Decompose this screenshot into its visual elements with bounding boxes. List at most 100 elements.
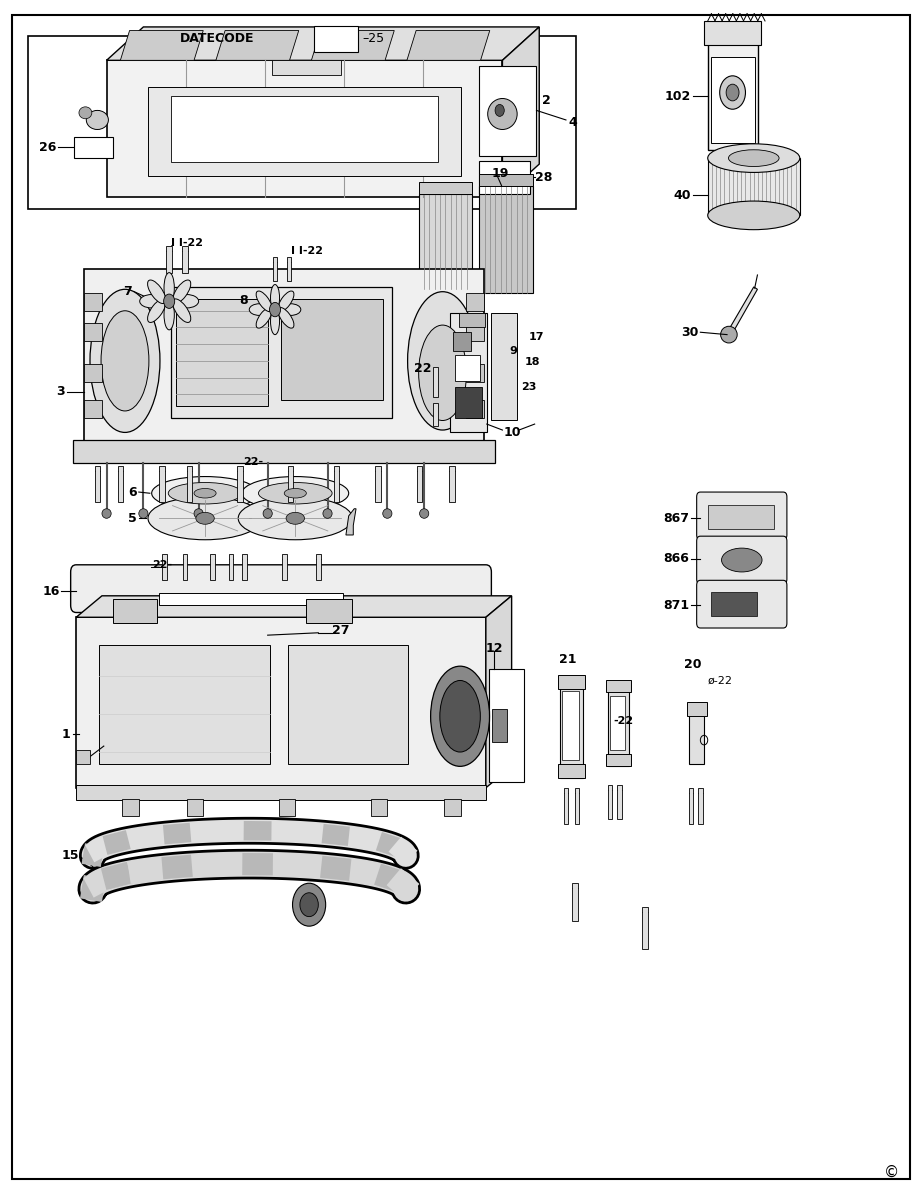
- Ellipse shape: [280, 303, 301, 315]
- Bar: [183, 554, 187, 580]
- Text: 8: 8: [239, 294, 247, 307]
- Ellipse shape: [140, 295, 163, 308]
- Bar: [419, 193, 472, 289]
- Bar: [450, 313, 487, 432]
- Ellipse shape: [90, 289, 160, 432]
- Ellipse shape: [164, 272, 174, 303]
- Bar: [419, 181, 472, 193]
- Bar: [610, 696, 625, 750]
- Bar: [455, 387, 482, 418]
- Bar: [334, 466, 339, 501]
- Bar: [444, 799, 461, 817]
- FancyBboxPatch shape: [697, 536, 786, 584]
- Ellipse shape: [270, 308, 279, 334]
- Bar: [162, 554, 167, 580]
- Text: 6: 6: [128, 486, 137, 499]
- Bar: [210, 554, 215, 580]
- Ellipse shape: [195, 512, 214, 524]
- Text: 4: 4: [569, 116, 577, 129]
- Ellipse shape: [269, 302, 280, 316]
- Ellipse shape: [263, 509, 272, 518]
- Bar: [278, 799, 295, 817]
- Text: 2: 2: [542, 94, 550, 107]
- Bar: [455, 355, 480, 381]
- Bar: [186, 466, 192, 501]
- Bar: [617, 786, 621, 819]
- Ellipse shape: [720, 76, 746, 109]
- Ellipse shape: [420, 509, 429, 518]
- Ellipse shape: [419, 325, 467, 420]
- Text: ©: ©: [884, 1164, 900, 1180]
- Bar: [282, 554, 287, 580]
- Text: 16: 16: [42, 585, 60, 597]
- Bar: [479, 160, 530, 193]
- Bar: [449, 466, 455, 501]
- Bar: [272, 61, 341, 75]
- Ellipse shape: [172, 298, 191, 322]
- Bar: [186, 799, 203, 817]
- Bar: [148, 86, 461, 176]
- Text: 27: 27: [332, 624, 349, 636]
- Text: I I-22: I I-22: [171, 238, 203, 248]
- Ellipse shape: [323, 509, 332, 518]
- Bar: [558, 764, 585, 778]
- Text: 3: 3: [56, 386, 65, 399]
- Bar: [609, 683, 629, 767]
- Bar: [466, 322, 484, 340]
- Text: 22: 22: [414, 362, 431, 375]
- Bar: [712, 592, 758, 616]
- Bar: [563, 788, 568, 824]
- Ellipse shape: [148, 281, 166, 303]
- Ellipse shape: [286, 512, 304, 524]
- Polygon shape: [107, 27, 539, 61]
- Bar: [107, 61, 502, 197]
- Bar: [492, 709, 507, 743]
- Ellipse shape: [300, 893, 318, 917]
- Text: –25: –25: [362, 32, 384, 45]
- Ellipse shape: [383, 509, 392, 518]
- Bar: [95, 466, 100, 501]
- Bar: [229, 554, 233, 580]
- Text: 102: 102: [665, 90, 692, 103]
- Bar: [288, 645, 408, 764]
- Text: 20: 20: [684, 658, 702, 671]
- Bar: [118, 466, 124, 501]
- Ellipse shape: [256, 291, 272, 312]
- Ellipse shape: [242, 476, 349, 510]
- Bar: [273, 257, 278, 281]
- Bar: [29, 37, 576, 209]
- Bar: [306, 599, 352, 623]
- Bar: [708, 158, 799, 215]
- Bar: [113, 599, 157, 623]
- Bar: [433, 402, 438, 426]
- Bar: [459, 313, 485, 327]
- Bar: [479, 67, 537, 155]
- Bar: [84, 400, 102, 418]
- Bar: [712, 57, 755, 142]
- Bar: [175, 298, 267, 406]
- Bar: [242, 554, 247, 580]
- Text: 30: 30: [681, 326, 699, 339]
- Ellipse shape: [708, 201, 799, 229]
- Bar: [171, 96, 438, 161]
- Bar: [574, 788, 579, 824]
- Polygon shape: [77, 596, 512, 617]
- Text: 15: 15: [62, 849, 79, 862]
- Ellipse shape: [152, 476, 258, 510]
- Text: 871: 871: [663, 599, 690, 611]
- Bar: [288, 466, 293, 501]
- Text: 7: 7: [124, 285, 133, 298]
- Text: 5: 5: [128, 512, 137, 525]
- Ellipse shape: [728, 149, 779, 166]
- Text: 10: 10: [503, 426, 521, 439]
- Polygon shape: [407, 31, 490, 61]
- Polygon shape: [121, 31, 203, 61]
- Ellipse shape: [722, 548, 762, 572]
- Ellipse shape: [194, 488, 216, 498]
- Text: 28: 28: [535, 171, 552, 184]
- Ellipse shape: [172, 281, 191, 303]
- Text: 17: 17: [528, 332, 544, 341]
- Ellipse shape: [270, 284, 279, 312]
- Ellipse shape: [101, 310, 149, 411]
- Ellipse shape: [175, 295, 198, 308]
